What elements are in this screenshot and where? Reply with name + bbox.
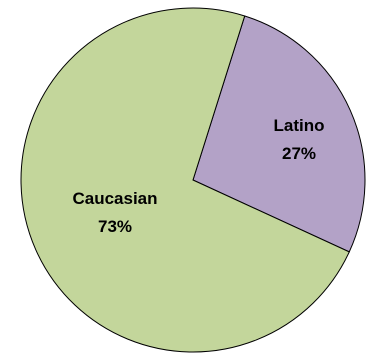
pie-labels: Latino 27% Caucasian 73% [72, 116, 324, 236]
slice-label-caucasian: Caucasian [72, 189, 157, 208]
pie-slice-latino [192, 15, 366, 253]
slice-percent-latino: 27% [282, 144, 316, 163]
slice-percent-caucasian: 73% [98, 217, 132, 236]
slice-label-latino: Latino [274, 116, 325, 135]
pie-slices [20, 7, 366, 353]
pie-slice-caucasian [20, 7, 350, 353]
